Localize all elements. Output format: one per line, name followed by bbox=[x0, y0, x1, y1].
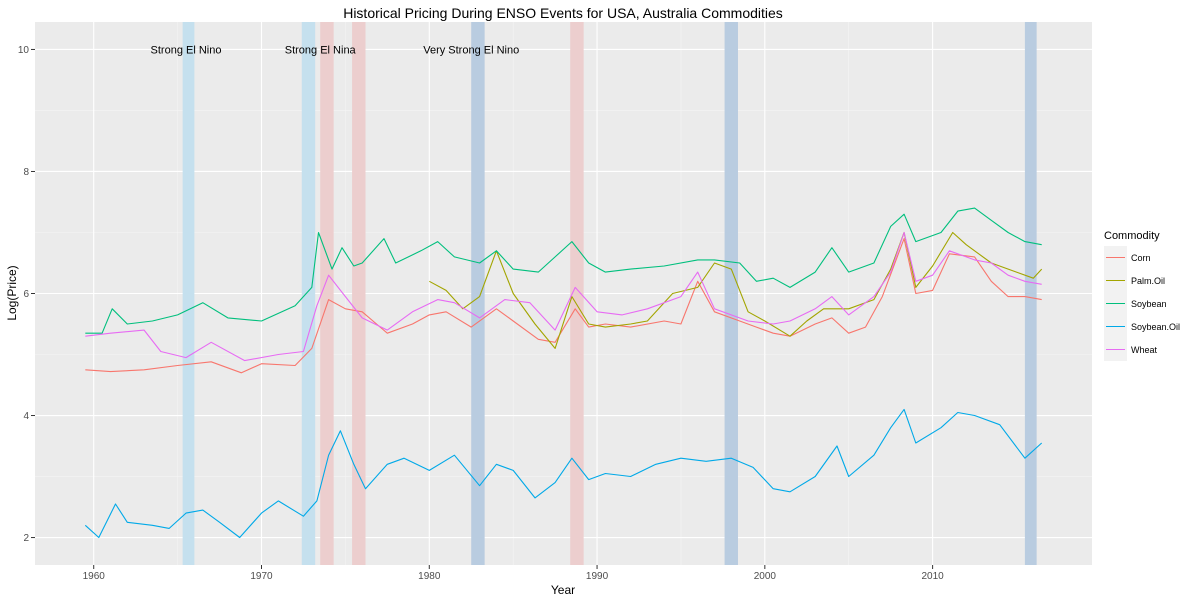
legend-label: Soybean bbox=[1131, 299, 1167, 309]
legend-title: Commodity bbox=[1104, 230, 1160, 242]
y-axis-title: Log(Price) bbox=[5, 265, 19, 320]
x-tick-label: 1970 bbox=[250, 571, 273, 582]
enso-band bbox=[182, 22, 195, 565]
enso-band bbox=[320, 22, 334, 565]
series-lines bbox=[84, 207, 1043, 539]
enso-band bbox=[301, 22, 316, 565]
y-tick-label: 4 bbox=[23, 411, 29, 422]
y-tick-label: 10 bbox=[18, 45, 30, 56]
x-axis-title: Year bbox=[551, 583, 575, 597]
x-axis-ticks: 1960 1970 1980 1990 2000 2010 bbox=[83, 565, 944, 582]
x-tick-label: 1980 bbox=[418, 571, 441, 582]
enso-band bbox=[471, 22, 485, 565]
event-annotation: Strong El Nino bbox=[151, 44, 222, 56]
series-line-corn bbox=[85, 238, 1042, 374]
series-line-soybean-oil bbox=[84, 408, 1043, 539]
y-tick-label: 6 bbox=[23, 289, 29, 300]
enso-event-bands bbox=[182, 22, 1037, 565]
legend-label: Wheat bbox=[1131, 345, 1158, 355]
series-line-soybean bbox=[85, 207, 1042, 334]
x-tick-label: 2010 bbox=[921, 571, 944, 582]
enso-band bbox=[1024, 22, 1037, 565]
event-annotation: Strong El Nina bbox=[285, 44, 357, 56]
legend-label: Corn bbox=[1131, 253, 1151, 263]
legend: Commodity Corn Palm.Oil Soybean Soybean.Oil… bbox=[1104, 230, 1180, 361]
x-tick-label: 2000 bbox=[754, 571, 777, 582]
enso-band bbox=[724, 22, 738, 565]
y-axis-ticks: 2 4 6 8 10 bbox=[18, 45, 35, 544]
y-tick-label: 2 bbox=[23, 533, 29, 544]
event-annotations: Strong El Nino Strong El Nina Very Strong … bbox=[151, 44, 520, 56]
y-tick-label: 8 bbox=[23, 167, 29, 178]
legend-label: Soybean.Oil bbox=[1131, 322, 1180, 332]
x-tick-label: 1960 bbox=[83, 571, 106, 582]
enso-band bbox=[570, 22, 584, 565]
legend-label: Palm.Oil bbox=[1131, 276, 1165, 286]
series-line-wheat bbox=[85, 231, 1042, 362]
grid-lines bbox=[35, 22, 1092, 565]
series-line-palm-oil bbox=[429, 231, 1043, 349]
chart-title: Historical Pricing During ENSO Events fo… bbox=[343, 5, 783, 21]
enso-band bbox=[352, 22, 366, 565]
event-annotation: Very Strong El Nino bbox=[423, 44, 519, 56]
x-tick-label: 1990 bbox=[586, 571, 609, 582]
